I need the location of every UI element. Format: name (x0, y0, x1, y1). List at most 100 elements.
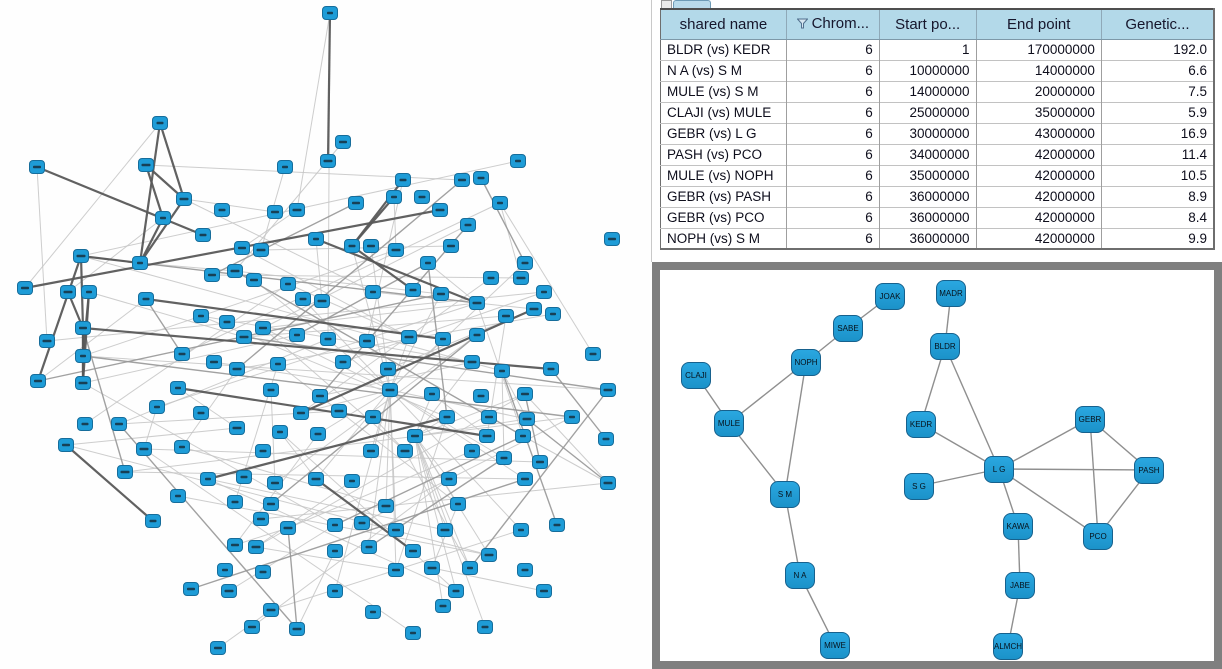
graph-node-label: MIWE (824, 640, 846, 650)
column-header-genetic[interactable]: Genetic... (1100, 9, 1214, 40)
table-row[interactable]: N A (vs) S M 6 10000000 14000000 6.6 (660, 59, 1214, 81)
network-edge (315, 478, 414, 552)
graph-node-sm[interactable]: S M (770, 480, 800, 508)
network-edge (334, 389, 391, 592)
node-label-smudge (515, 159, 521, 163)
table-cell: 6 (785, 101, 880, 123)
table-tab-fragment[interactable] (661, 0, 672, 8)
node-label-smudge (348, 244, 356, 248)
graph-node-joak[interactable]: JOAK (875, 282, 905, 310)
network-edge (414, 435, 457, 592)
node-label-smudge (285, 282, 291, 286)
network-edge (262, 327, 391, 391)
graph-node-bldr[interactable]: BLDR (930, 332, 960, 360)
table-row[interactable]: CLAJI (vs) MULE 6 25000000 35000000 5.9 (660, 101, 1214, 123)
node-label-smudge (363, 339, 371, 343)
table-cell: PASH (vs) PCO (660, 143, 787, 165)
node-label-smudge (120, 470, 130, 474)
filtered-network-panel: JOAK MADR SABE BLDR NOPH CLAJI GEBR MULE KEDR PAS… (652, 262, 1222, 669)
table-row[interactable]: PASH (vs) PCO 6 34000000 42000000 11.4 (660, 143, 1214, 165)
node-label-smudge (208, 273, 216, 277)
table-row[interactable]: MULE (vs) NOPH 6 35000000 42000000 10.5 (660, 164, 1214, 186)
network-edge (67, 217, 164, 293)
graph-node-sg[interactable]: S G (904, 472, 934, 500)
network-edge (998, 468, 1099, 537)
table-row[interactable]: BLDR (vs) KEDR 6 1 170000000 192.0 (660, 38, 1214, 60)
graph-node-claji[interactable]: CLAJI (681, 361, 711, 389)
table-cell: NOPH (vs) S M (660, 227, 787, 249)
node-label-smudge (529, 307, 539, 311)
node-label-smudge (251, 545, 261, 549)
node-label-smudge (391, 195, 397, 199)
graph-node-lg[interactable]: L G (984, 455, 1014, 483)
column-header-chrom[interactable]: Chrom... (785, 9, 880, 40)
main-network-view[interactable] (0, 0, 652, 669)
node-label-smudge (299, 297, 307, 301)
network-edge (241, 209, 298, 249)
column-header-label: shared name (679, 15, 768, 33)
graph-node-pash[interactable]: PASH (1134, 456, 1164, 484)
node-label-smudge (500, 456, 508, 460)
node-label-smudge (283, 526, 293, 530)
node-label-smudge (115, 422, 123, 426)
table-cell: 6 (785, 80, 880, 102)
column-header-label: Start po... (895, 15, 961, 33)
node-label-smudge (399, 178, 407, 182)
graph-node-miwe[interactable]: MIWE (820, 631, 850, 659)
graph-node-gebr[interactable]: GEBR (1075, 405, 1105, 433)
network-edge (81, 291, 91, 384)
table-cell: 192.0 (1100, 38, 1214, 60)
table-row[interactable]: GEBR (vs) PASH 6 36000000 42000000 8.9 (660, 185, 1214, 207)
graph-node-kedr[interactable]: KEDR (906, 410, 936, 438)
network-edge (24, 122, 161, 289)
network-edge (427, 262, 478, 304)
graph-node-almch[interactable]: ALMCH (993, 632, 1023, 660)
table-tab-fragment-active[interactable] (673, 0, 711, 8)
network-edge (385, 389, 391, 507)
table-row[interactable]: MULE (vs) S M 6 14000000 20000000 7.5 (660, 80, 1214, 102)
node-label-smudge (231, 500, 239, 504)
node-label-smudge (197, 411, 205, 415)
graph-node-sabe[interactable]: SABE (833, 314, 863, 342)
node-label-smudge (522, 417, 532, 421)
network-edge (36, 255, 83, 382)
network-edge (404, 450, 471, 569)
network-edge (998, 468, 1150, 471)
node-label-smudge (323, 159, 333, 163)
filtered-network-edges (695, 292, 1150, 647)
node-label-smudge (232, 367, 242, 371)
table-cell: GEBR (vs) L G (660, 122, 787, 144)
table-cell: 6 (785, 185, 880, 207)
table-row[interactable]: GEBR (vs) L G 6 30000000 43000000 16.9 (660, 122, 1214, 144)
column-header-endpoint[interactable]: End point (975, 9, 1102, 40)
graph-node-madr[interactable]: MADR (936, 279, 966, 307)
graph-node-kawa[interactable]: KAWA (1003, 512, 1033, 540)
network-edge (287, 527, 298, 630)
graph-node-mule[interactable]: MULE (714, 409, 744, 437)
node-label-smudge (218, 208, 226, 212)
table-row[interactable]: NOPH (vs) S M 6 36000000 42000000 9.9 (660, 227, 1214, 249)
column-header-startpo[interactable]: Start po... (878, 9, 977, 40)
node-label-smudge (275, 362, 281, 366)
node-label-smudge (223, 320, 231, 324)
graph-node-jabe[interactable]: JABE (1005, 571, 1035, 599)
node-label-smudge (259, 570, 267, 574)
column-header-sharedname[interactable]: shared name (660, 9, 787, 40)
node-label-smudge (367, 244, 375, 248)
node-label-smudge (63, 290, 73, 294)
table-cell: 42000000 (975, 164, 1102, 186)
network-edge (389, 389, 522, 531)
filter-funnel-icon[interactable] (796, 18, 808, 29)
node-label-smudge (240, 475, 248, 479)
graph-node-na[interactable]: N A (785, 561, 815, 589)
graph-node-pco[interactable]: PCO (1083, 522, 1113, 550)
node-label-smudge (391, 248, 401, 252)
node-label-smudge (324, 337, 332, 341)
network-edge (144, 164, 165, 219)
node-label-smudge (339, 140, 347, 144)
network-edge (236, 179, 463, 370)
node-label-smudge (385, 388, 395, 392)
filtered-network-view[interactable]: JOAK MADR SABE BLDR NOPH CLAJI GEBR MULE KEDR PAS… (660, 270, 1214, 661)
table-row[interactable]: GEBR (vs) PCO 6 36000000 42000000 8.4 (660, 206, 1214, 228)
graph-node-noph[interactable]: NOPH (791, 348, 821, 376)
